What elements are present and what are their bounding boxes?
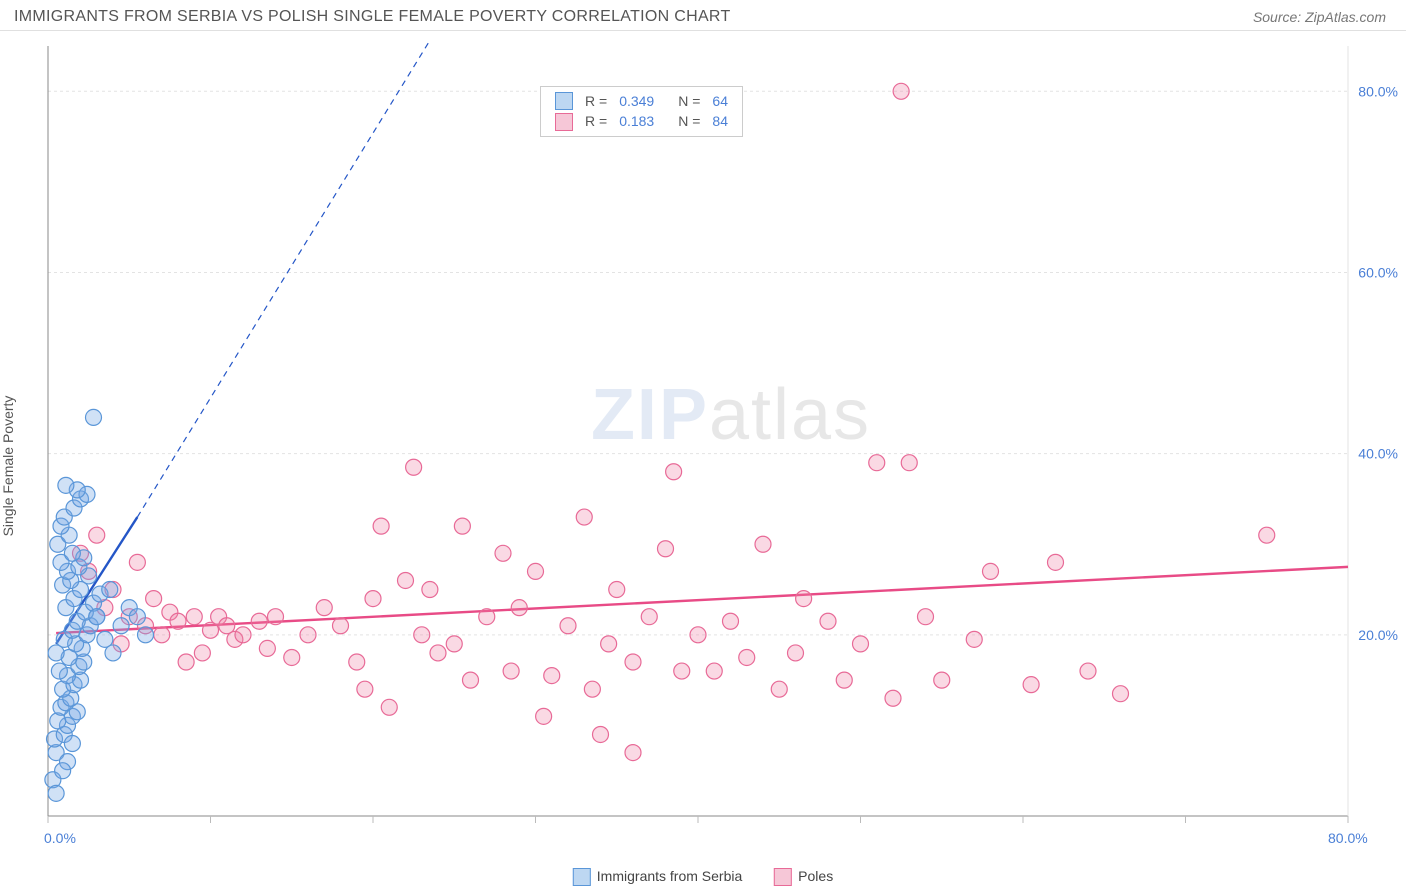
swatch-poles [555, 113, 573, 131]
chart-source: Source: ZipAtlas.com [1253, 9, 1386, 25]
scatter-plot: 20.0% 40.0% 60.0% 80.0% [0, 40, 1406, 860]
y-axis-title: Single Female Poverty [0, 396, 16, 537]
legend-item-poles: Poles [774, 868, 833, 884]
x-axis-label-max: 80.0% [1328, 830, 1368, 846]
r-value-1: 0.183 [613, 111, 660, 131]
legend-label-serbia: Immigrants from Serbia [597, 868, 742, 884]
r-value-0: 0.349 [613, 91, 660, 111]
legend-item-serbia: Immigrants from Serbia [573, 868, 746, 884]
chart-header: IMMIGRANTS FROM SERBIA VS POLISH SINGLE … [0, 0, 1406, 31]
chart-area: Single Female Poverty ZIPatlas 20.0%40.0… [0, 40, 1406, 892]
series-legend: Immigrants from Serbia Poles [559, 868, 847, 886]
n-value-1: 84 [706, 111, 734, 131]
r-label-0: R = [579, 91, 613, 111]
swatch-serbia [555, 92, 573, 110]
svg-text:60.0%: 60.0% [1358, 264, 1398, 280]
stats-row-serbia: R = 0.349 N = 64 [549, 91, 734, 111]
n-value-0: 64 [706, 91, 734, 111]
legend-swatch-serbia [573, 868, 591, 886]
legend-label-poles: Poles [798, 868, 833, 884]
legend-swatch-poles [774, 868, 792, 886]
n-label-0: N = [672, 91, 706, 111]
r-label-1: R = [579, 111, 613, 131]
stats-legend: R = 0.349 N = 64 R = 0.183 N = 84 [540, 86, 743, 137]
svg-text:40.0%: 40.0% [1358, 446, 1398, 462]
x-axis-label-min: 0.0% [44, 830, 76, 846]
n-label-1: N = [672, 111, 706, 131]
svg-text:80.0%: 80.0% [1358, 83, 1398, 99]
svg-text:20.0%: 20.0% [1358, 627, 1398, 643]
chart-title: IMMIGRANTS FROM SERBIA VS POLISH SINGLE … [14, 8, 731, 26]
stats-row-poles: R = 0.183 N = 84 [549, 111, 734, 131]
